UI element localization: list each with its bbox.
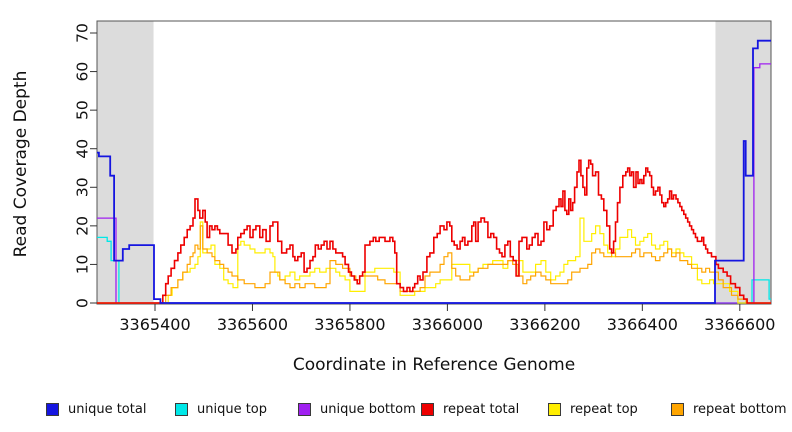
- y-axis-title: Read Coverage Depth: [11, 70, 31, 258]
- shaded-region: [97, 21, 154, 304]
- y-tick-label: 40: [74, 139, 92, 159]
- series-unique-top: [97, 236, 771, 304]
- y-tick-label: 60: [74, 62, 92, 82]
- y-tick-label: 20: [74, 216, 92, 236]
- legend-label: unique top: [197, 401, 268, 417]
- series-repeat-bottom: [97, 225, 771, 304]
- repeat-top-swatch-icon: [548, 402, 561, 416]
- x-tick-label: 3366000: [412, 315, 483, 334]
- unique-bottom-swatch-icon: [298, 402, 311, 416]
- x-tick-label: 3366400: [607, 315, 678, 334]
- series-unique-total: [97, 39, 771, 304]
- legend-item-repeat-bottom: repeat bottom: [671, 400, 787, 418]
- repeat-total-swatch-icon: [421, 402, 434, 416]
- plot-frame: [96, 20, 772, 305]
- repeat-bottom-swatch-icon: [671, 402, 684, 416]
- legend-label: repeat bottom: [693, 401, 787, 417]
- legend-item-repeat-total: repeat total: [421, 400, 519, 418]
- x-tick-label: 3366200: [509, 315, 580, 334]
- chart-legend: unique total unique top unique bottom re…: [0, 400, 792, 422]
- unique-top-swatch-icon: [175, 402, 188, 416]
- legend-item-unique-bottom: unique bottom: [298, 400, 416, 418]
- x-tick-label: 3365400: [119, 315, 190, 334]
- x-tick-label: 3365600: [217, 315, 288, 334]
- y-tick-label: 50: [74, 100, 92, 120]
- y-tick-label: 30: [74, 177, 92, 197]
- legend-label: unique bottom: [320, 401, 416, 417]
- y-tick-label: 0: [74, 298, 92, 308]
- series-repeat-top: [97, 217, 771, 304]
- x-tick-label: 3365800: [314, 315, 385, 334]
- legend-item-unique-top: unique top: [175, 400, 267, 418]
- x-tick-label: 3366600: [704, 315, 775, 334]
- legend-label: repeat top: [570, 401, 638, 417]
- series-repeat-total: [97, 159, 771, 304]
- series-unique-bottom: [97, 63, 771, 304]
- legend-label: unique total: [68, 401, 147, 417]
- y-tick-label: 70: [74, 23, 92, 43]
- x-axis-title: Coordinate in Reference Genome: [292, 355, 576, 375]
- y-tick-label: 10: [74, 255, 92, 275]
- unique-total-swatch-icon: [46, 402, 59, 416]
- legend-item-unique-total: unique total: [46, 400, 146, 418]
- legend-item-repeat-top: repeat top: [548, 400, 638, 418]
- legend-label: repeat total: [443, 401, 520, 417]
